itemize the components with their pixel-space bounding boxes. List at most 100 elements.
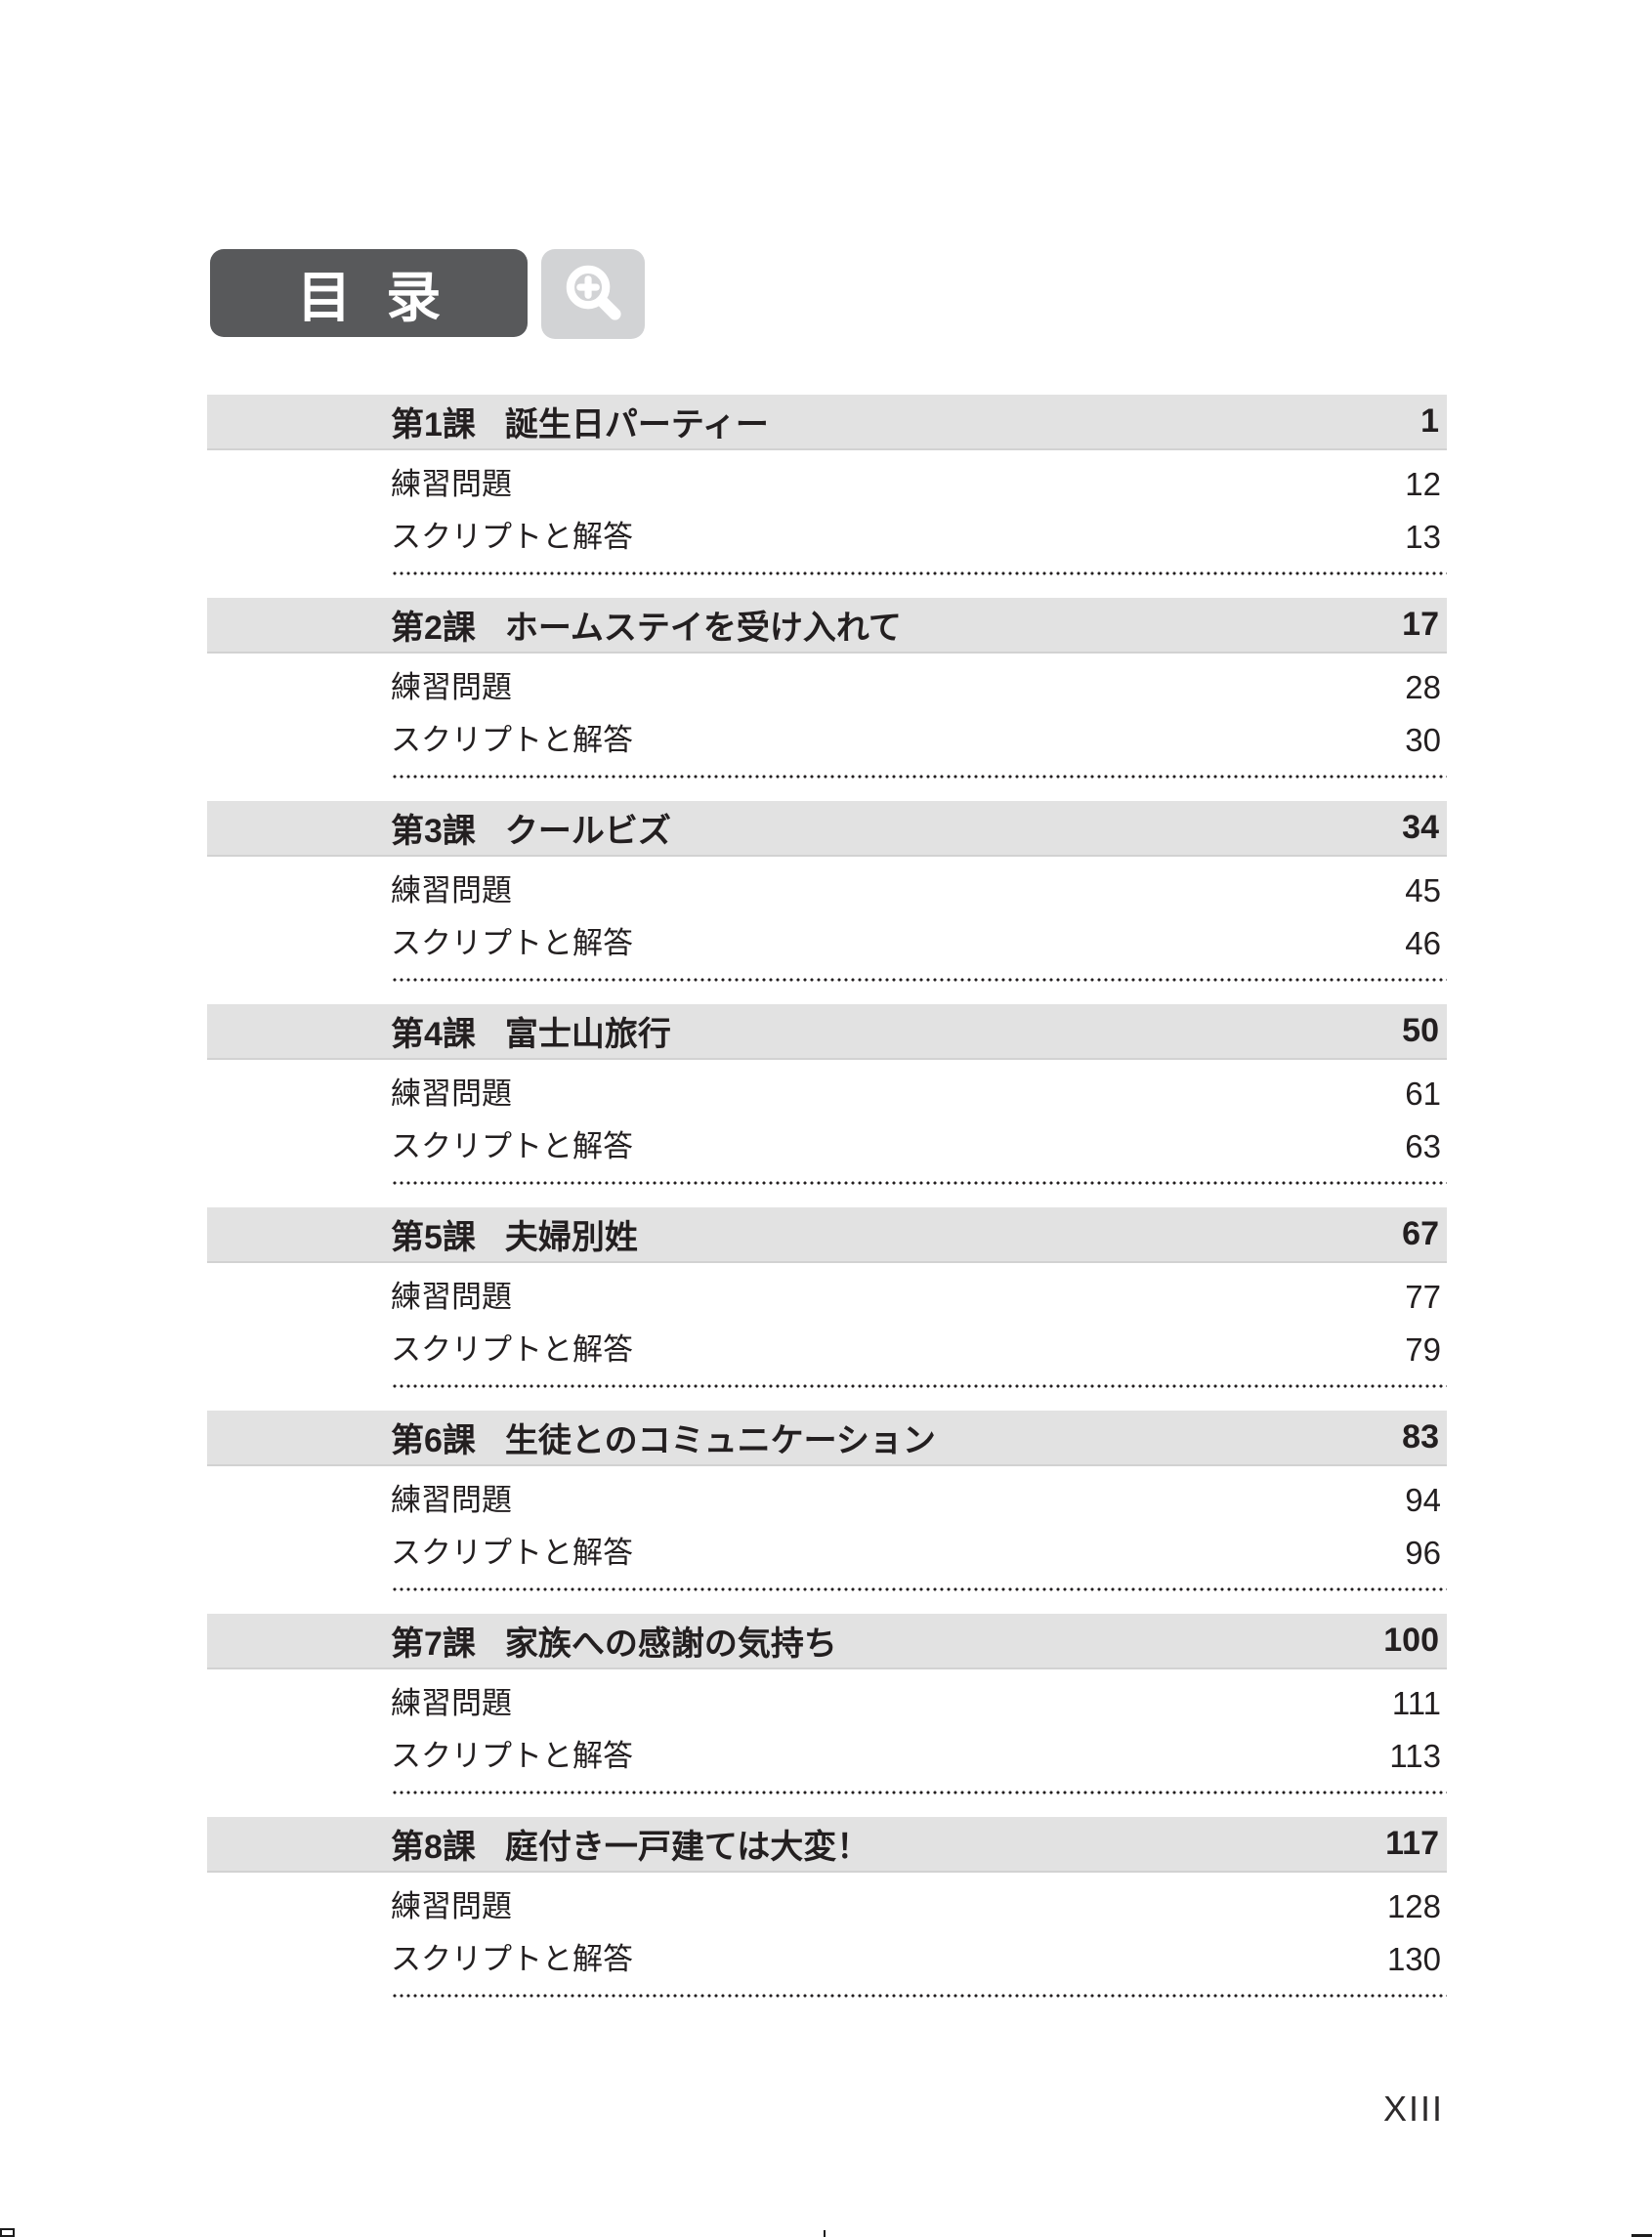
toc-section-1: 第1課 誕生日パーティー 1 練習問題 12 スクリプトと解答 13 (207, 395, 1447, 575)
chapter-title: 庭付き一戸建ては大変！ (504, 1829, 870, 1866)
toc-section-7: 第7課 家族への感謝の気持ち 100 練習問題 111 スクリプトと解答 113 (207, 1614, 1447, 1794)
chapter-number: 第7課 (391, 1625, 476, 1663)
page-heading: 目 录 (210, 249, 645, 339)
subrow-page-number: 96 (1405, 1535, 1441, 1571)
scan-artifact (824, 2230, 826, 2237)
subrow-page-number: 63 (1405, 1128, 1441, 1164)
chapter-page-number: 83 (1402, 1418, 1439, 1456)
chapter-row: 第5課 夫婦別姓 67 (207, 1207, 1447, 1263)
chapter-title: 家族への感謝の気持ち (504, 1625, 837, 1663)
toc-section-4: 第4課 富士山旅行 50 練習問題 61 スクリプトと解答 63 (207, 1004, 1447, 1185)
subrow-page-number: 111 (1391, 1685, 1441, 1721)
subrow-label: 練習問題 (391, 467, 512, 501)
subrow-page-number: 45 (1405, 872, 1441, 908)
subrow-label: スクリプトと解答 (391, 1129, 633, 1163)
subrow-page-number: 128 (1386, 1888, 1441, 1924)
dotted-divider (393, 1791, 1447, 1794)
chapter-row: 第8課 庭付き一戸建ては大変！ 117 (207, 1817, 1447, 1873)
chapter-number: 第3課 (391, 813, 476, 850)
chapter-number: 第5課 (391, 1219, 476, 1256)
subrow-label: 練習問題 (391, 873, 512, 907)
chapter-number: 第4課 (391, 1016, 476, 1053)
subrow-label: 練習問題 (391, 1889, 512, 1923)
toc-heading-box: 目 录 (210, 249, 528, 337)
zoom-in-icon (561, 260, 625, 329)
toc-subrow-script: スクリプトと解答 96 (207, 1533, 1447, 1574)
toc-subrow-script: スクリプトと解答 13 (207, 517, 1447, 558)
chapter-row: 第4課 富士山旅行 50 (207, 1004, 1447, 1060)
chapter-number: 第8課 (391, 1829, 476, 1866)
subrow-label: スクリプトと解答 (391, 926, 633, 960)
toc-subrow-exercises: 練習問題 94 (207, 1480, 1447, 1521)
toc-subrow-script: スクリプトと解答 63 (207, 1126, 1447, 1167)
dotted-divider (393, 775, 1447, 779)
subrow-page-number: 30 (1405, 722, 1441, 758)
dotted-divider (393, 1181, 1447, 1185)
toc-subrow-script: スクリプトと解答 113 (207, 1736, 1447, 1777)
chapter-title: 誕生日パーティー (504, 406, 769, 443)
toc-subrow-script: スクリプトと解答 79 (207, 1330, 1447, 1371)
chapter-row: 第6課 生徒とのコミュニケーション 83 (207, 1411, 1447, 1466)
toc-subrow-exercises: 練習問題 28 (207, 667, 1447, 708)
toc-subrow-exercises: 練習問題 77 (207, 1277, 1447, 1318)
toc-subrow-exercises: 練習問題 12 (207, 464, 1447, 505)
table-of-contents: 第1課 誕生日パーティー 1 練習問題 12 スクリプトと解答 13 第2課 ホ… (207, 395, 1447, 2020)
scan-artifact (1631, 2234, 1652, 2237)
subrow-label: 練習問題 (391, 1686, 512, 1720)
dotted-divider (393, 1994, 1447, 1998)
toc-subrow-exercises: 練習問題 61 (207, 1074, 1447, 1115)
toc-section-2: 第2課 ホームステイを受け入れて 17 練習問題 28 スクリプトと解答 30 (207, 598, 1447, 779)
subrow-page-number: 12 (1405, 466, 1441, 502)
toc-subrow-exercises: 練習問題 111 (207, 1683, 1447, 1724)
toc-subrow-script: スクリプトと解答 130 (207, 1939, 1447, 1980)
subrow-label: 練習問題 (391, 1076, 512, 1111)
subrow-label: 練習問題 (391, 1280, 512, 1314)
subrow-page-number: 94 (1405, 1482, 1441, 1518)
chapter-row: 第3課 クールビズ 34 (207, 801, 1447, 857)
subrow-label: スクリプトと解答 (391, 1942, 633, 1976)
subrow-page-number: 13 (1405, 519, 1441, 555)
chapter-page-number: 50 (1402, 1012, 1439, 1049)
chapter-title: 富士山旅行 (504, 1016, 671, 1053)
chapter-number: 第1課 (391, 406, 476, 443)
subrow-page-number: 46 (1405, 925, 1441, 961)
page-title: 目 录 (296, 266, 451, 328)
toc-subrow-script: スクリプトと解答 46 (207, 923, 1447, 964)
chapter-page-number: 67 (1402, 1215, 1439, 1252)
chapter-title: 夫婦別姓 (504, 1219, 638, 1256)
chapter-page-number: 100 (1383, 1622, 1439, 1659)
toc-section-8: 第8課 庭付き一戸建ては大変！ 117 練習問題 128 スクリプトと解答 13… (207, 1817, 1447, 1998)
dotted-divider (393, 1587, 1447, 1591)
dotted-divider (393, 1384, 1447, 1388)
folio-page-number: XIII (1382, 2089, 1444, 2129)
toc-section-3: 第3課 クールビズ 34 練習問題 45 スクリプトと解答 46 (207, 801, 1447, 982)
subrow-page-number: 61 (1405, 1076, 1441, 1112)
chapter-page-number: 117 (1385, 1825, 1439, 1862)
subrow-label: 練習問題 (391, 670, 512, 704)
subrow-label: スクリプトと解答 (391, 1536, 633, 1570)
subrow-page-number: 130 (1386, 1941, 1441, 1977)
chapter-title: クールビズ (504, 813, 671, 850)
chapter-row: 第1課 誕生日パーティー 1 (207, 395, 1447, 450)
chapter-page-number: 1 (1420, 402, 1439, 440)
subrow-label: スクリプトと解答 (391, 1332, 633, 1367)
scan-artifact (0, 2228, 15, 2237)
toc-section-6: 第6課 生徒とのコミュニケーション 83 練習問題 94 スクリプトと解答 96 (207, 1411, 1447, 1591)
dotted-divider (393, 571, 1447, 575)
toc-section-5: 第5課 夫婦別姓 67 練習問題 77 スクリプトと解答 79 (207, 1207, 1447, 1388)
toc-subrow-script: スクリプトと解答 30 (207, 720, 1447, 761)
subrow-page-number: 77 (1405, 1279, 1441, 1315)
toc-subrow-exercises: 練習問題 45 (207, 870, 1447, 911)
chapter-row: 第7課 家族への感謝の気持ち 100 (207, 1614, 1447, 1669)
dotted-divider (393, 978, 1447, 982)
subrow-label: スクリプトと解答 (391, 520, 633, 554)
subrow-label: 練習問題 (391, 1483, 512, 1517)
chapter-number: 第6課 (391, 1422, 476, 1459)
chapter-page-number: 34 (1402, 809, 1439, 846)
subrow-page-number: 28 (1405, 669, 1441, 705)
subrow-page-number: 113 (1389, 1738, 1441, 1774)
chapter-title: 生徒とのコミュニケーション (504, 1422, 936, 1459)
subrow-page-number: 79 (1405, 1331, 1441, 1368)
chapter-title: ホームステイを受け入れて (504, 610, 902, 647)
chapter-number: 第2課 (391, 610, 476, 647)
